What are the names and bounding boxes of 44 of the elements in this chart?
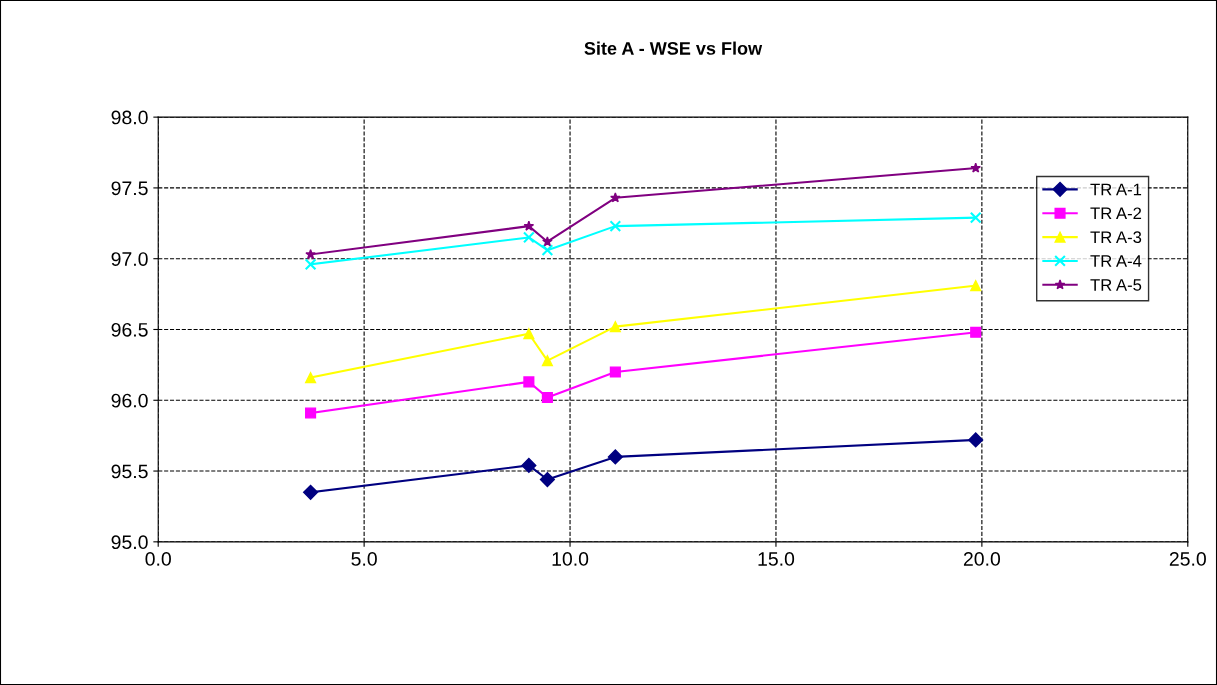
point [541,355,553,367]
point [541,391,553,403]
point [304,258,317,271]
y-tick-label: 95.5 [111,464,148,479]
point [609,321,621,333]
point [305,372,317,384]
point [607,449,623,465]
point [521,457,537,473]
x-tick-label: 10.0 [552,552,589,566]
point [305,407,317,419]
x-tick-label: 15.0 [758,552,795,566]
point [539,471,555,488]
point [522,231,535,244]
x-tick-label: 20.0 [963,552,1001,566]
point [523,220,535,231]
chart-title: Site A - WSE vs Flow [584,41,763,55]
legend-label: TR A-2 [1090,207,1142,220]
point [303,484,319,500]
legend-label: TR A-4 [1090,255,1142,267]
point [970,162,982,173]
point [541,244,554,257]
legend-label: TR A-1 [1090,183,1142,196]
y-tick-label: 96.0 [111,393,148,408]
y-tick-label: 98.0 [111,110,148,125]
point [523,376,535,388]
y-tick-label: 95.0 [111,535,148,550]
x-tick-label: 0.0 [145,552,171,566]
y-tick-label: 97.0 [111,252,148,266]
point [970,326,982,338]
point [968,432,984,448]
point [542,236,553,247]
point [523,328,535,340]
point [970,280,982,292]
point [305,248,316,260]
point [610,192,621,203]
legend-label: TR A-3 [1090,231,1142,244]
point [609,220,622,233]
x-tick-label: 25.0 [1169,552,1206,566]
point [969,211,982,224]
y-tick-label: 96.5 [111,322,148,337]
legend-label: TR A-5 [1090,279,1142,291]
point [609,366,621,378]
y-tick-label: 97.5 [111,181,148,196]
x-tick-label: 5.0 [351,552,377,566]
